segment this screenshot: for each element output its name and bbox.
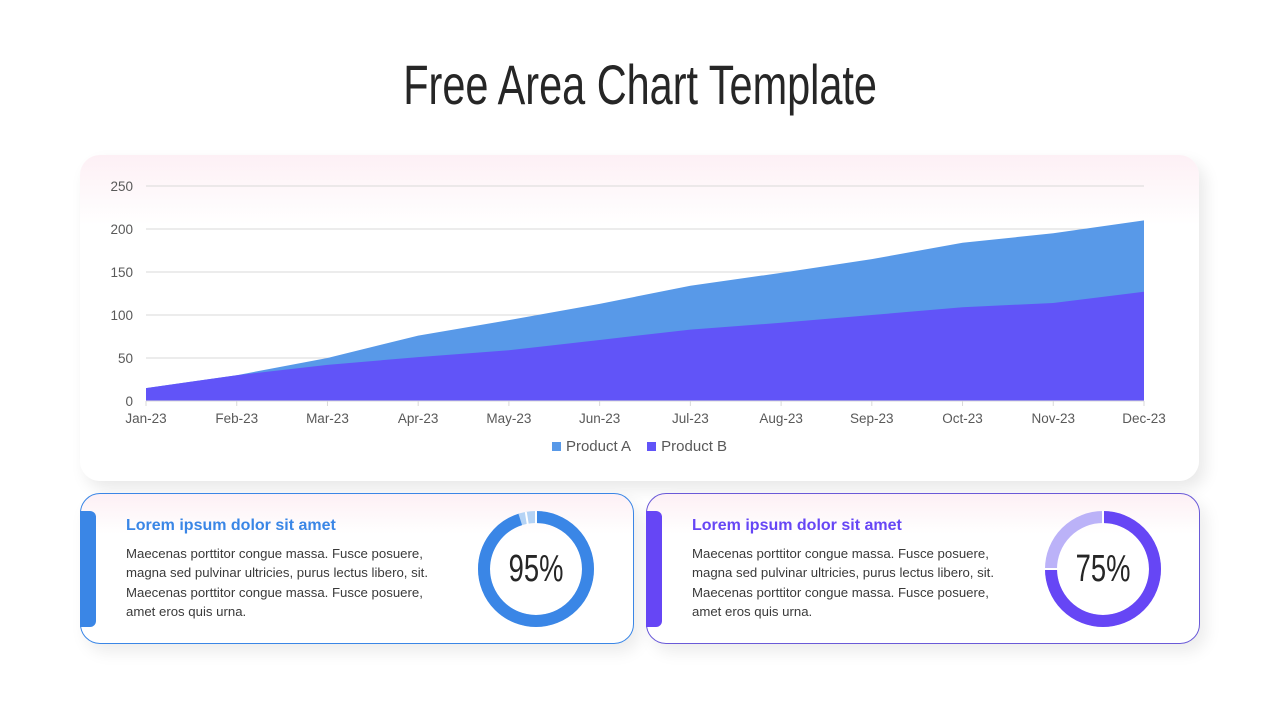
x-tick-label: Apr-23 <box>398 411 439 426</box>
chart-legend: Product A Product B <box>80 438 1199 455</box>
legend-swatch-icon <box>647 442 657 451</box>
area-chart-card: 0 50 100 150 200 250 Jan-23 Feb-23 Mar-23 Apr-23 M… <box>80 155 1199 481</box>
card-body-text: Maecenas porttitor congue massa. Fusce p… <box>126 546 428 619</box>
legend-label: Product B <box>661 438 728 455</box>
y-tick-label: 50 <box>118 351 133 366</box>
donut-chart-95 <box>478 511 594 627</box>
page-title: Free Area Chart Template <box>403 53 877 116</box>
accent-bar <box>646 511 662 627</box>
donut-percent-label: 95% <box>508 547 564 590</box>
legend-label: Product A <box>565 438 631 455</box>
x-tick-label: Sep-23 <box>850 411 894 426</box>
x-tick-label: Oct-23 <box>942 411 983 426</box>
card-heading: Lorem ipsum dolor sit amet <box>126 517 336 534</box>
legend-item-product-a[interactable]: Product A <box>551 438 631 455</box>
y-tick-label: 200 <box>110 222 133 237</box>
x-tick-label: Jun-23 <box>579 411 620 426</box>
x-tick-label: Feb-23 <box>215 411 258 426</box>
y-tick-label: 250 <box>110 179 133 194</box>
x-tick-label: Aug-23 <box>759 411 803 426</box>
area-product-b <box>146 291 1144 401</box>
legend-swatch-icon <box>551 442 561 451</box>
donut-percent-label: 75% <box>1075 547 1131 590</box>
legend-item-product-b[interactable]: Product B <box>647 438 727 455</box>
y-tick-label: 0 <box>125 394 133 409</box>
area-chart: 0 50 100 150 200 250 Jan-23 Feb-23 Mar-23 Apr-23 M… <box>110 179 1166 426</box>
x-tick-label: Jul-23 <box>672 411 709 426</box>
x-tick-label: Nov-23 <box>1032 411 1076 426</box>
info-card-2: Lorem ipsum dolor sit amet Maecenas port… <box>646 493 1200 644</box>
y-tick-label: 100 <box>110 308 133 323</box>
info-card-1: Lorem ipsum dolor sit amet Maecenas port… <box>80 493 634 644</box>
donut-chart-75 <box>1045 511 1161 627</box>
x-tick-label: May-23 <box>486 411 531 426</box>
x-tick-label: Dec-23 <box>1122 411 1166 426</box>
card-heading: Lorem ipsum dolor sit amet <box>692 517 902 534</box>
y-tick-label: 150 <box>110 265 133 280</box>
card-body-text: Maecenas porttitor congue massa. Fusce p… <box>692 546 994 619</box>
x-tick-label: Mar-23 <box>306 411 349 426</box>
x-tick-label: Jan-23 <box>125 411 166 426</box>
accent-bar <box>80 511 96 627</box>
